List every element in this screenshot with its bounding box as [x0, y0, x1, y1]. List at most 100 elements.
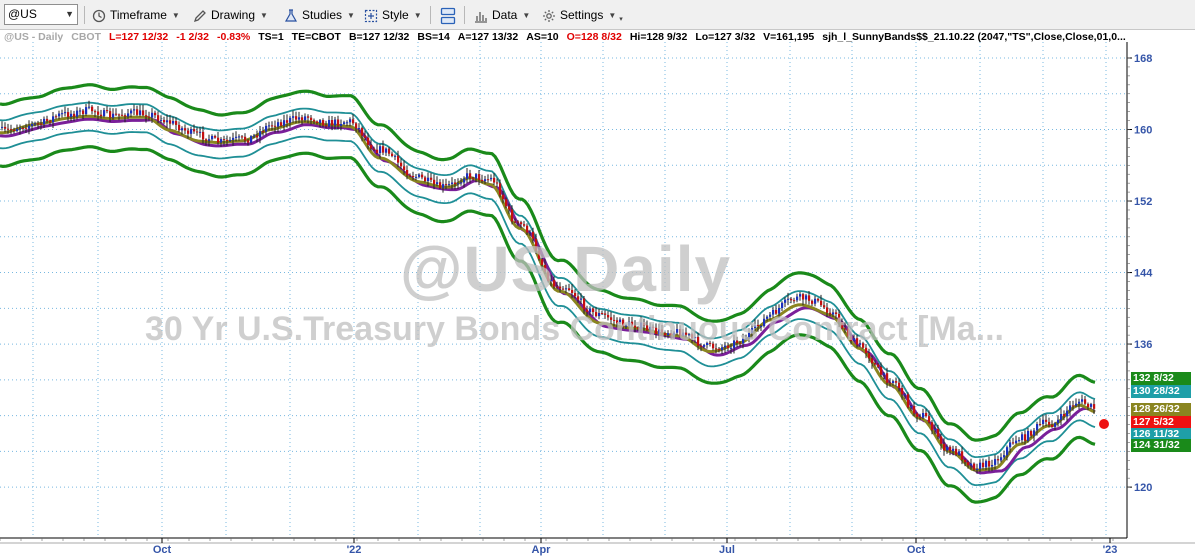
overflow-icon[interactable]: ▾ — [619, 15, 623, 23]
price-bar-body — [451, 182, 454, 185]
price-bar-body — [259, 131, 262, 138]
price-bar-body — [616, 320, 619, 324]
price-bar-body — [1063, 414, 1066, 417]
price-bar-body — [1057, 419, 1060, 424]
price-bar-body — [373, 148, 376, 150]
info-te: TE=CBOT — [291, 31, 341, 43]
price-bar-body — [268, 125, 271, 127]
price-bar-body — [124, 115, 127, 117]
drawing-button[interactable]: Drawing ▼ — [193, 5, 268, 25]
price-bar-body — [985, 460, 988, 468]
price-bar-body — [106, 110, 109, 112]
price-bar-body — [76, 110, 79, 117]
info-ts: TS=1 — [258, 31, 284, 43]
price-bar-body — [208, 139, 211, 141]
price-bar-body — [220, 139, 223, 143]
price-bar-body — [334, 119, 337, 126]
price-bar-body — [370, 144, 373, 149]
price-bar-body — [82, 110, 85, 115]
price-bar-body — [148, 116, 151, 118]
price-bar-body — [688, 334, 691, 336]
price-bar-body — [1084, 399, 1087, 404]
settings-label: Settings — [560, 8, 604, 22]
settings-button[interactable]: Settings ▼ ▾ — [542, 5, 623, 25]
price-bar-body — [229, 139, 232, 141]
price-bar-body — [73, 113, 76, 117]
price-bar-body — [730, 347, 733, 349]
price-bar-body — [721, 347, 724, 351]
price-bar-body — [13, 129, 16, 131]
price-bar-body — [766, 316, 769, 319]
price-bar-body — [817, 298, 820, 301]
price-bar-body — [112, 113, 115, 118]
price-bar-body — [625, 325, 628, 327]
price-bar-body — [412, 176, 415, 178]
price-bar-body — [31, 124, 34, 126]
price-bar-body — [421, 174, 424, 178]
price-bar-body — [454, 182, 457, 185]
style-button[interactable]: Style ▼ — [364, 5, 422, 25]
price-bar-body — [85, 107, 88, 115]
price-bar-body — [1087, 403, 1090, 407]
price-bar-body — [637, 327, 640, 330]
price-bar-body — [904, 394, 907, 396]
price-bar-body — [913, 406, 916, 414]
price-bar-body — [943, 443, 946, 451]
price-bar-body — [346, 122, 349, 124]
price-bar-body — [247, 140, 250, 143]
price-bar-body — [190, 129, 193, 134]
price-bar-body — [232, 137, 235, 140]
price-bar-body — [457, 183, 460, 185]
price-bar-body — [1018, 440, 1021, 442]
bar-chart-icon — [475, 11, 487, 23]
chart-axes: 168 160 152 144 136 120 Oct '22 Apr Jul Oct '23 — [0, 42, 1195, 556]
price-chart[interactable]: 168 160 152 144 136 120 Oct '22 Apr Jul Oct '23 — [0, 30, 1195, 560]
price-bar-body — [556, 286, 559, 288]
price-bar-body — [256, 135, 259, 138]
price-bar-body — [793, 300, 796, 302]
symbol-input[interactable]: @US ▼ — [4, 4, 78, 25]
price-bar-body — [853, 338, 856, 341]
price-bar-body — [469, 173, 472, 179]
price-bar-body — [811, 300, 814, 304]
timeframe-button[interactable]: Timeframe ▼ — [92, 5, 180, 25]
price-tag-inner-lower: 126 11/32 — [1131, 428, 1191, 441]
x-axis-label: Apr — [532, 544, 552, 556]
price-bar-body — [355, 123, 358, 129]
price-bar-body — [901, 388, 904, 395]
price-bar-body — [1006, 447, 1009, 456]
price-bar-body — [283, 120, 286, 126]
price-bar-body — [304, 116, 307, 121]
price-bar-body — [118, 114, 121, 116]
price-bar-body — [460, 182, 463, 184]
price-bar-body — [541, 259, 544, 265]
price-bar-body — [55, 116, 58, 118]
price-bar-body — [529, 231, 532, 233]
layout-button[interactable] — [440, 5, 460, 25]
price-tag-last: 127 5/32 — [1131, 416, 1191, 429]
price-bar-body — [850, 336, 853, 341]
data-button[interactable]: Data ▼ — [474, 5, 530, 25]
price-bar-body — [691, 334, 694, 339]
price-bar-body — [526, 225, 529, 233]
price-bar-body — [838, 313, 841, 322]
price-bar-body — [892, 381, 895, 383]
price-bar-body — [925, 413, 928, 417]
price-bar-body — [490, 177, 493, 180]
price-bars — [1, 100, 1109, 474]
price-bar-body — [670, 333, 673, 336]
price-tag-outer-upper: 132 8/32 — [1131, 372, 1191, 385]
price-bar-body — [709, 342, 712, 344]
price-bar-body — [1060, 414, 1063, 420]
price-bar-body — [37, 123, 40, 125]
price-bar-body — [955, 448, 958, 455]
studies-button[interactable]: Studies ▼ — [284, 5, 355, 25]
price-bar-body — [340, 124, 343, 126]
watermark-title: @US Daily — [400, 233, 732, 305]
toolbar: @US ▼ Timeframe ▼ Drawing ▼ Studies ▼ Style… — [0, 0, 1195, 30]
price-bar-body — [352, 119, 355, 124]
chevron-down-icon[interactable]: ▼ — [65, 9, 74, 19]
info-change: -1 2/32 — [176, 31, 209, 43]
price-bar-body — [547, 271, 550, 281]
price-bar-body — [1000, 457, 1003, 461]
